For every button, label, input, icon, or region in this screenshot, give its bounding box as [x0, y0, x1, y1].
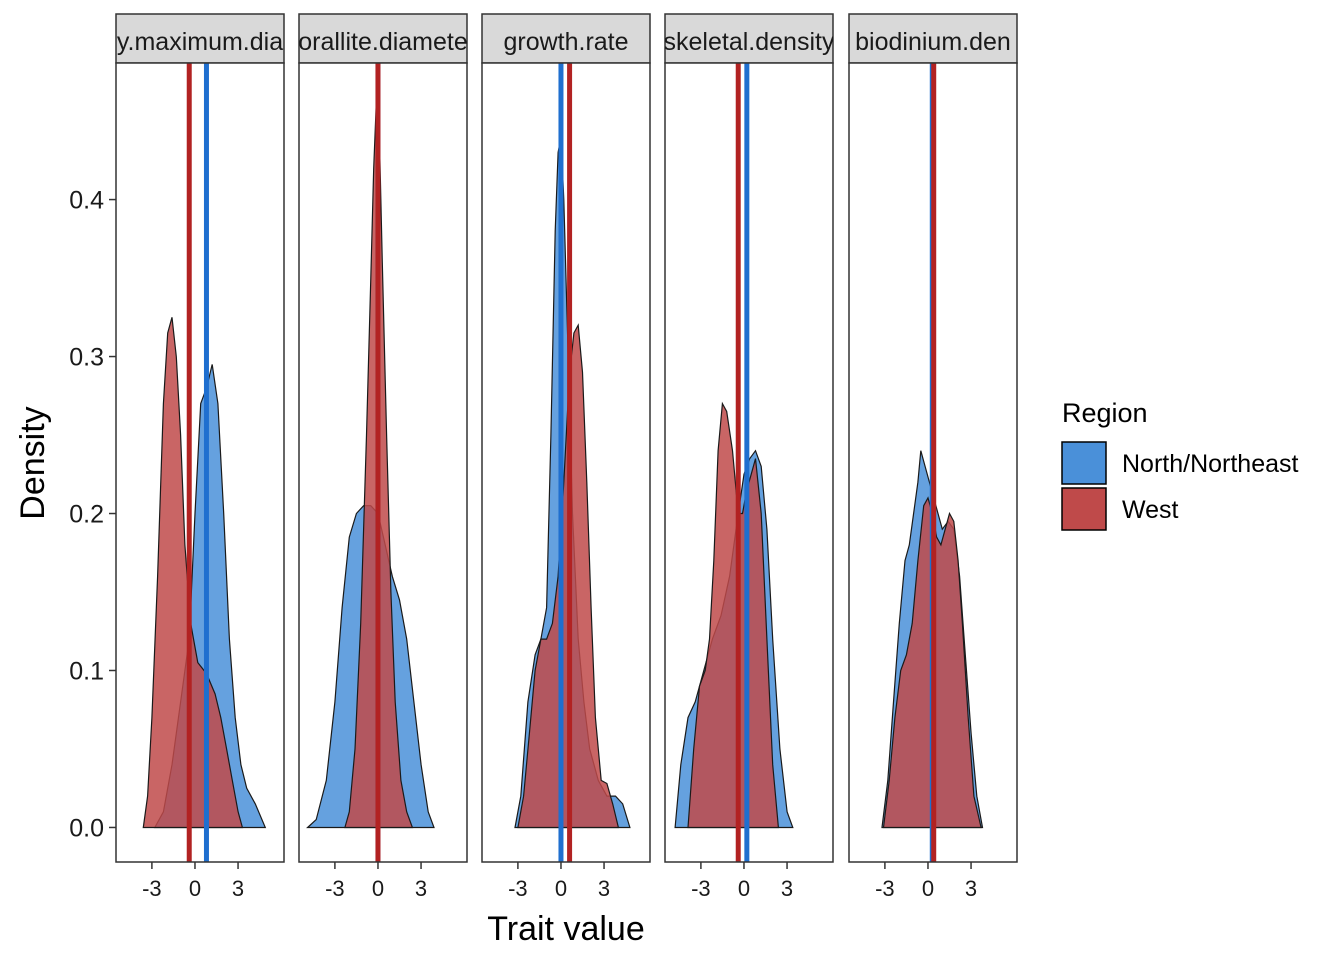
y-axis: 0.0 0.1 0.2 0.3 0.4 [69, 187, 116, 842]
x-tick-label: 0 [555, 876, 567, 901]
density-area-west [687, 401, 780, 829]
x-axis-title: Trait value [487, 910, 644, 948]
panel-border [664, 62, 834, 863]
x-tick-label: 3 [415, 876, 427, 901]
x-tick-label: 3 [232, 876, 244, 901]
facet-strip-label: skeletal.density [664, 28, 835, 56]
facet-strip-label: growth.rate [503, 28, 628, 56]
facet-strip-label: biodinium.den [855, 28, 1011, 56]
x-tick-label: -3 [508, 876, 528, 901]
panel-border [115, 62, 285, 863]
y-tick-label: 0.4 [69, 187, 104, 215]
facet-panel-symbiodinium.density: biodinium.den -3 0 3 [848, 13, 1018, 901]
facet-panel-corallite.diameter: orallite.diamete -3 0 3 [298, 13, 468, 901]
facet-strip [298, 13, 468, 64]
panel-border [298, 62, 468, 863]
facet-strip-label: y.maximum.dia [117, 28, 283, 56]
legend-label-west: West [1122, 496, 1179, 524]
legend: Region North/Northeast West [1061, 398, 1299, 531]
x-tick-label: 0 [372, 876, 384, 901]
facet-strip [664, 13, 834, 64]
y-axis-title: Density [14, 406, 52, 519]
legend-key-west [1061, 487, 1107, 531]
facet-strip-label: orallite.diamete [298, 28, 468, 56]
x-tick-label: -3 [142, 876, 162, 901]
facet-panel-skeletal.density: skeletal.density -3 0 3 [664, 13, 835, 901]
x-tick-label: 0 [189, 876, 201, 901]
y-tick-label: 0.2 [69, 501, 104, 529]
x-tick-label: -3 [325, 876, 345, 901]
x-tick-label: -3 [875, 876, 895, 901]
facet-strip [481, 13, 651, 64]
x-tick-label: -3 [691, 876, 711, 901]
y-tick-label: 0.3 [69, 344, 104, 372]
y-tick-label: 0.0 [69, 814, 104, 842]
x-tick-label: 3 [598, 876, 610, 901]
facet-panel-growth.rate: growth.rate -3 0 3 [481, 13, 651, 901]
legend-label-north-northeast: North/Northeast [1122, 450, 1299, 478]
facet-strip [115, 13, 285, 64]
legend-title: Region [1062, 398, 1148, 428]
x-tick-label: 0 [738, 876, 750, 901]
legend-key-north-northeast [1061, 441, 1107, 485]
facet-strip [848, 13, 1018, 64]
x-tick-label: 3 [781, 876, 793, 901]
panel-border [848, 62, 1018, 863]
panel-border [481, 62, 651, 863]
y-tick-label: 0.1 [69, 657, 104, 685]
x-tick-label: 0 [922, 876, 934, 901]
facet-panel-colony.maximum.diameter: y.maximum.dia -3 0 3 [115, 13, 285, 901]
x-tick-label: 3 [965, 876, 977, 901]
